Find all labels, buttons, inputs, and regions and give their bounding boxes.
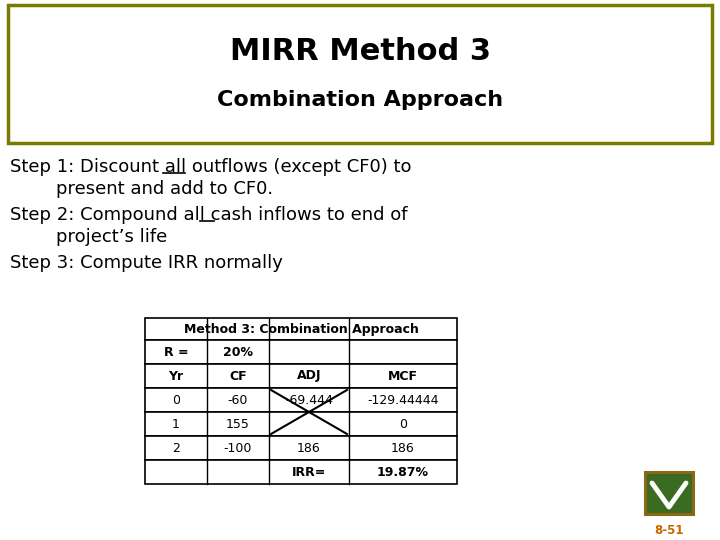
Bar	[145, 340, 457, 364]
Text: -100: -100	[224, 442, 252, 455]
Text: Combination Approach: Combination Approach	[217, 90, 503, 110]
Text: 2: 2	[172, 442, 180, 455]
Text: 155: 155	[226, 417, 250, 430]
Text: Step 3: Compute IRR normally: Step 3: Compute IRR normally	[10, 254, 283, 272]
Text: 8-51: 8-51	[654, 524, 684, 537]
Text: MIRR Method 3: MIRR Method 3	[230, 37, 490, 66]
Text: 1: 1	[172, 417, 180, 430]
Text: present and add to CF0.: present and add to CF0.	[10, 180, 273, 198]
Text: 0: 0	[399, 417, 407, 430]
Bar	[8, 5, 712, 143]
Bar	[145, 460, 457, 484]
Text: 20%: 20%	[223, 346, 253, 359]
Text: Yr: Yr	[168, 369, 184, 382]
Text: 19.87%: 19.87%	[377, 465, 429, 478]
Bar	[645, 472, 693, 514]
Text: -60: -60	[228, 394, 248, 407]
Text: 186: 186	[391, 442, 415, 455]
Text: IRR=: IRR=	[292, 465, 326, 478]
Bar	[145, 364, 457, 388]
Text: -129.44444: -129.44444	[367, 394, 438, 407]
Bar	[145, 318, 457, 340]
Text: 186: 186	[297, 442, 321, 455]
Text: Step 1: Discount all outflows (except CF0) to: Step 1: Discount all outflows (except CF…	[10, 158, 412, 176]
Bar	[145, 412, 457, 436]
Text: CF: CF	[229, 369, 247, 382]
Text: Method 3: Combination Approach: Method 3: Combination Approach	[184, 322, 418, 335]
Text: project’s life: project’s life	[10, 228, 167, 246]
Bar	[145, 388, 457, 412]
Text: Step 2: Compound all cash inflows to end of: Step 2: Compound all cash inflows to end…	[10, 206, 408, 224]
Text: -69.444: -69.444	[285, 394, 333, 407]
Text: 0: 0	[172, 394, 180, 407]
Bar	[145, 436, 457, 460]
Text: ADJ: ADJ	[297, 369, 321, 382]
Text: R =: R =	[163, 346, 189, 359]
Text: MCF: MCF	[388, 369, 418, 382]
